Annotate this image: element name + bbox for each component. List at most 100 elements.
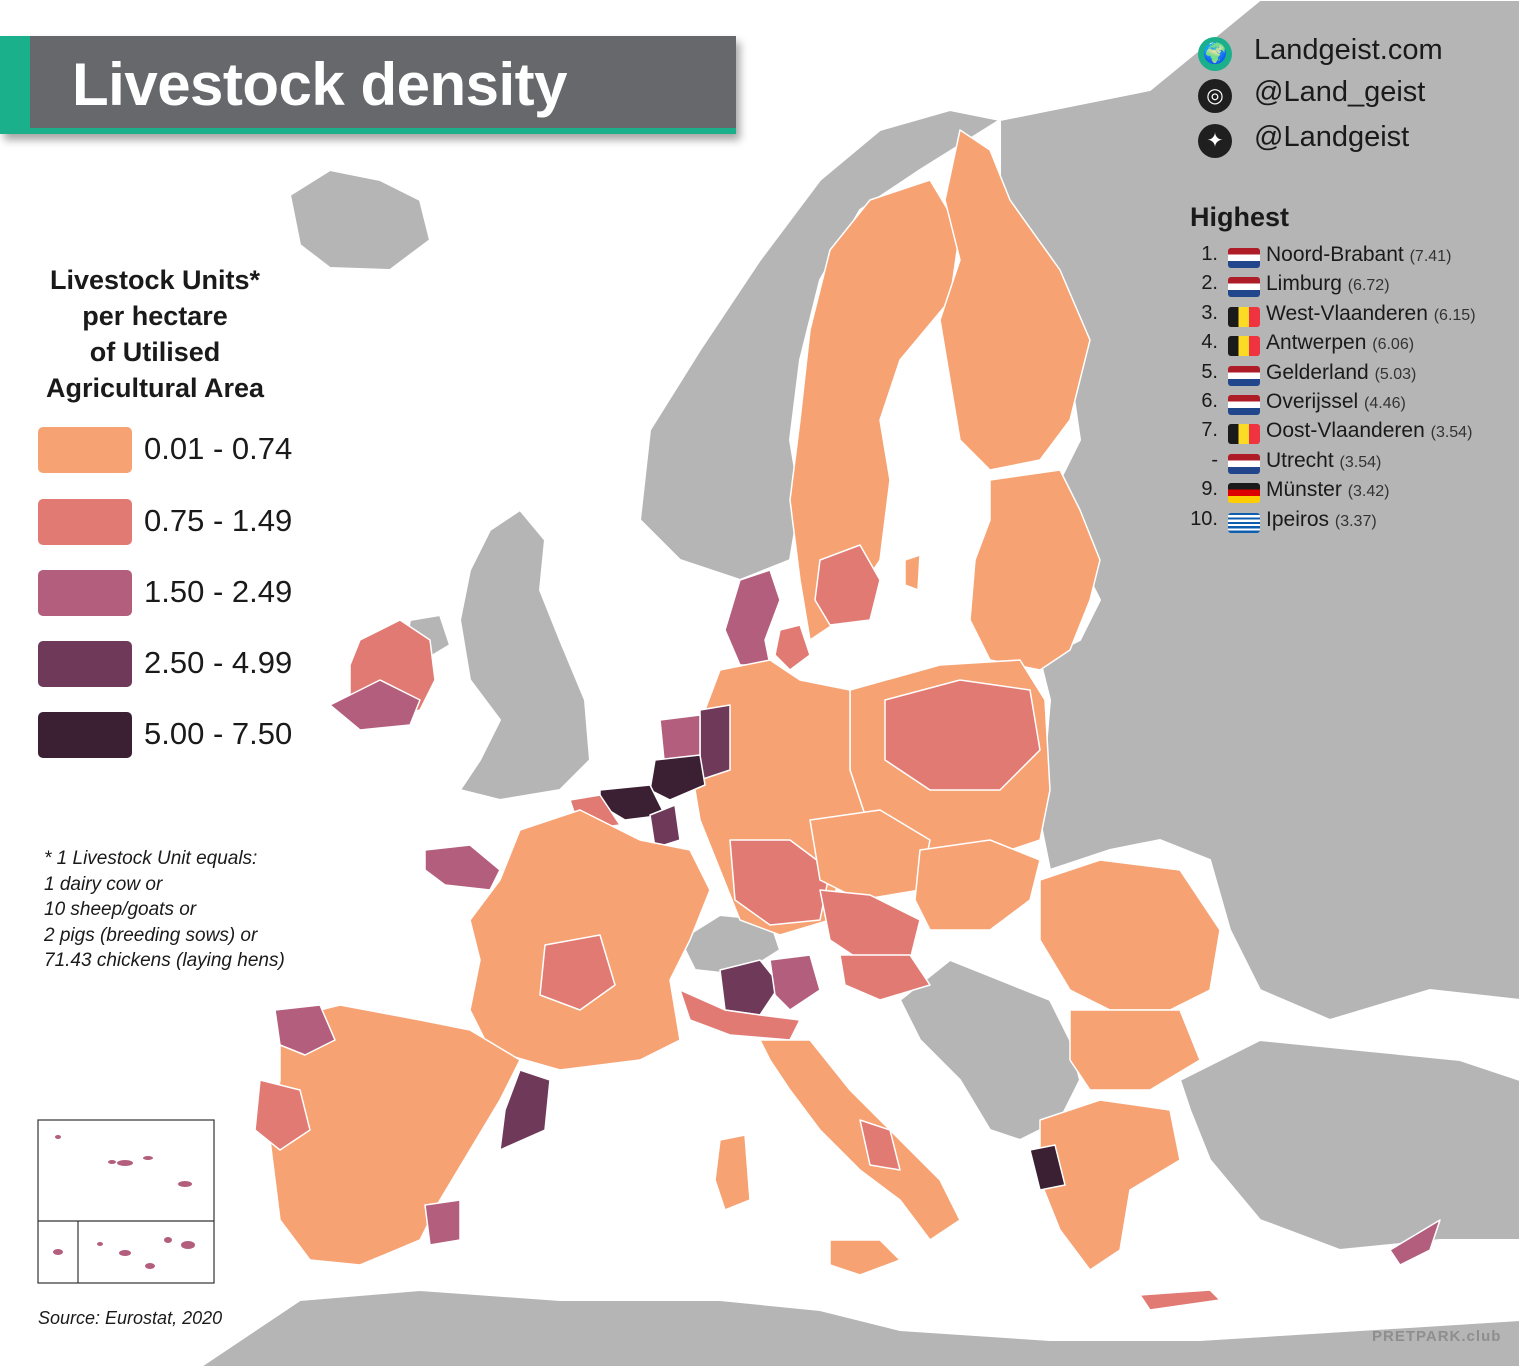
legend-label: 5.00 - 7.50 <box>144 716 293 751</box>
region-value: (3.42) <box>1347 483 1390 501</box>
legend-label: 0.75 - 1.49 <box>144 503 293 538</box>
flag-nl-icon <box>1228 248 1260 268</box>
highest-list-item: 10. Ipeiros (3.37) <box>1190 506 1510 535</box>
rank-number: 1. <box>1201 243 1218 265</box>
region-value: (6.15) <box>1433 306 1476 324</box>
highest-list-item: 6. Overijssel (4.46) <box>1190 388 1510 417</box>
highest-list-item: 7. Oost-Vlaanderen (3.54) <box>1190 417 1510 446</box>
region-value: (3.54) <box>1430 424 1473 442</box>
region-label: Antwerpen <box>1266 331 1367 355</box>
region-name: Ipeiros (3.37) <box>1266 508 1377 532</box>
footnote-line: 1 dairy cow or <box>44 873 163 895</box>
rank-number: 5. <box>1201 360 1218 383</box>
legend-title-line: per hectare <box>82 301 228 331</box>
region-value: (3.37) <box>1334 512 1377 530</box>
globe-icon: 🌍 <box>1198 37 1232 71</box>
rank-number: - <box>1211 448 1218 471</box>
footnote-line: 71.43 chickens (laying hens) <box>44 950 285 971</box>
region-label: Oost-Vlaanderen <box>1266 419 1425 443</box>
region-name: Oost-Vlaanderen (3.54) <box>1266 419 1472 443</box>
rank-number: 7. <box>1201 419 1218 442</box>
region-value: (6.72) <box>1347 277 1390 295</box>
title-banner: Livestock density <box>0 36 736 134</box>
flag-nl-icon <box>1228 365 1260 386</box>
social-instagram-text: @Land_geist <box>1254 76 1426 108</box>
region-name: Limburg (6.72) <box>1266 272 1390 296</box>
social-website-text: Landgeist.com <box>1254 34 1443 66</box>
flag-nl-icon <box>1228 453 1260 474</box>
legend-swatch <box>38 712 132 758</box>
rank-number: 9. <box>1201 478 1218 501</box>
highest-list: Highest 1. Noord-Brabant (7.41) 2. Limburg … <box>1190 202 1510 535</box>
region-value: (6.06) <box>1372 336 1415 354</box>
legend-label: 1.50 - 2.49 <box>144 574 293 609</box>
footnote-line: 2 pigs (breeding sows) or <box>44 924 258 946</box>
flag-nl-icon <box>1228 394 1260 415</box>
flag-be-icon <box>1228 424 1260 445</box>
highest-rows: 1. Noord-Brabant (7.41) 2. Limburg (6.72) 3.… <box>1190 241 1510 535</box>
region-name: Antwerpen (6.06) <box>1266 331 1414 355</box>
region-name: Gelderland (5.03) <box>1266 361 1416 385</box>
flag-de-icon <box>1228 483 1260 504</box>
region-label: Noord-Brabant <box>1266 243 1404 266</box>
highest-list-item: 5. Gelderland (5.03) <box>1190 359 1510 388</box>
legend-swatch <box>38 427 132 473</box>
highest-list-item: 1. Noord-Brabant (7.41) <box>1190 241 1510 270</box>
highest-list-item: 2. Limburg (6.72) <box>1190 270 1510 299</box>
title-accent-bar <box>0 36 30 134</box>
legend-title-line: Livestock Units* <box>49 265 261 295</box>
source-credit: Source: Eurostat, 2020 <box>38 1308 223 1328</box>
highest-list-item: 9. Münster (3.42) <box>1190 476 1510 505</box>
region-label: Utrecht <box>1266 448 1334 472</box>
twitter-icon: ✦ <box>1198 124 1232 158</box>
legend-swatch <box>38 499 132 545</box>
flag-gr-icon <box>1228 512 1260 533</box>
region-value: (3.54) <box>1339 453 1382 471</box>
footnote-line: * 1 Livestock Unit equals: <box>44 848 258 869</box>
legend-label: 2.50 - 4.99 <box>144 645 293 680</box>
page-title: Livestock density <box>72 51 568 118</box>
legend-title-line: Agricultural Area <box>45 373 265 403</box>
eu-regions <box>254 129 1441 1311</box>
highest-list-item: 3. West-Vlaanderen (6.15) <box>1190 300 1510 329</box>
region-label: Münster <box>1266 478 1342 502</box>
legend-swatch <box>38 570 132 616</box>
title-underline <box>30 128 736 134</box>
flag-be-icon <box>1228 306 1260 327</box>
rank-number: 4. <box>1201 331 1218 354</box>
highest-list-item: 4. Antwerpen (6.06) <box>1190 329 1510 358</box>
flag-nl-icon <box>1228 277 1260 298</box>
legend-swatch <box>38 641 132 687</box>
legend-title: Livestock Units* per hectare of Utilised… <box>20 262 290 406</box>
rank-number: 10. <box>1190 507 1218 530</box>
watermark: PRETPARK.club <box>1372 1328 1502 1345</box>
region-name: Münster (3.42) <box>1266 478 1390 502</box>
no-data-land <box>198 0 1520 1367</box>
rank-number: 2. <box>1201 272 1218 295</box>
region-name: Noord-Brabant (7.41) <box>1266 243 1451 267</box>
instagram-icon: ◎ <box>1198 79 1232 113</box>
region-label: Ipeiros <box>1266 507 1330 531</box>
region-name: Overijssel (4.46) <box>1266 390 1406 414</box>
flag-be-icon <box>1228 336 1260 357</box>
region-name: Utrecht (3.54) <box>1266 449 1381 473</box>
region-name: West-Vlaanderen (6.15) <box>1266 302 1476 326</box>
footnote-line: 10 sheep/goats or <box>44 899 197 920</box>
region-label: Gelderland <box>1266 360 1369 384</box>
highest-list-item: - Utrecht (3.54) <box>1190 447 1510 476</box>
legend-label: 0.01 - 0.74 <box>144 431 293 466</box>
region-value: (7.41) <box>1409 248 1452 265</box>
region-value: (4.46) <box>1364 394 1406 412</box>
legend-title-line: of Utilised <box>89 337 221 367</box>
region-label: Limburg <box>1266 272 1342 296</box>
social-twitter-text: @Landgeist <box>1254 121 1410 153</box>
rank-number: 3. <box>1201 301 1218 324</box>
livestock-unit-footnote: * 1 Livestock Unit equals: 1 dairy cow o… <box>44 846 285 974</box>
region-label: West-Vlaanderen <box>1266 301 1428 325</box>
region-label: Overijssel <box>1266 389 1359 413</box>
rank-number: 6. <box>1201 389 1218 412</box>
region-value: (5.03) <box>1374 365 1417 383</box>
highest-title: Highest <box>1190 202 1290 232</box>
inset-map-box <box>37 1119 215 1284</box>
